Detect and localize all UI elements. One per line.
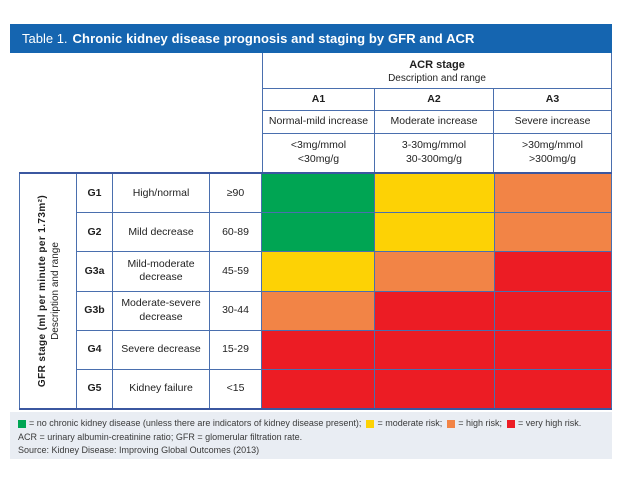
acr-code-a3: A3 xyxy=(545,92,560,105)
acr-code-a1: A1 xyxy=(263,89,375,110)
gfr-range: <15 xyxy=(210,369,262,409)
acr-code-row: A1 A2 A3 xyxy=(263,89,611,111)
acr-code-a2: A2 xyxy=(375,89,494,110)
acr-range-a1-mg: <30mg/g xyxy=(297,153,340,165)
risk-cell-g3b-a1 xyxy=(262,291,375,330)
risk-cell-g3b-a2 xyxy=(375,291,495,330)
legend-red-label: = very high risk. xyxy=(518,418,582,428)
acr-range-a3-mmol: >30mg/mmol xyxy=(522,139,583,152)
acr-desc-a1: Normal-mild increase xyxy=(263,111,375,133)
risk-cell-g2-a2 xyxy=(375,213,495,252)
acr-range-a1-mmol: <3mg/mmol xyxy=(290,139,347,152)
acr-header-block: ACR stage Description and range A1 A2 A3… xyxy=(262,53,612,172)
top-left-empty-cell xyxy=(10,53,262,172)
risk-cell-g1-a3 xyxy=(495,174,612,213)
acr-range-a3: >30mg/mmol >300mg/g xyxy=(494,134,611,172)
table-row-g3a: G3a Mild-moderate decrease 45-59 xyxy=(77,252,612,292)
abbreviations-note: ACR = urinary albumin-creatinine ratio; … xyxy=(18,431,303,442)
acr-desc-a3: Severe increase xyxy=(514,115,591,128)
acr-range-row: <3mg/mmol <30mg/g 3-30mg/mmol 30-300mg/g… xyxy=(263,134,611,172)
acr-range-a2: 3-30mg/mmol 30-300mg/g xyxy=(375,134,494,172)
table-title-bar: Table 1. Chronic kidney disease prognosi… xyxy=(10,24,612,53)
source-note: Source: Kidney Disease: Improving Global… xyxy=(18,445,260,455)
table-row-g5: G5 Kidney failure <15 xyxy=(77,369,612,409)
risk-cell-g2-a1 xyxy=(262,213,375,252)
gfr-code: G3a xyxy=(77,252,113,291)
gfr-range: ≥90 xyxy=(210,174,262,213)
gfr-description: High/normal xyxy=(113,174,210,213)
acr-stage-subtitle: Description and range xyxy=(388,72,486,84)
table-row-g3b: G3b Moderate-severe decrease 30-44 xyxy=(77,291,612,331)
gfr-range: 30-44 xyxy=(210,291,262,330)
gfr-axis-label: GFR stage (ml per minute per 1.73m²) Des… xyxy=(20,174,78,408)
risk-legend: = no chronic kidney disease (unless ther… xyxy=(18,417,604,431)
acr-header-section: ACR stage Description and range A1 A2 A3… xyxy=(10,53,612,172)
risk-grid: GFR stage (ml per minute per 1.73m²) Des… xyxy=(19,172,612,410)
legend-yellow-swatch-icon xyxy=(366,419,375,428)
table-row-g1: G1 High/normal ≥90 xyxy=(77,174,612,214)
risk-cell-g5-a1 xyxy=(262,369,375,409)
legend-green-label: = no chronic kidney disease (unless ther… xyxy=(29,418,362,428)
risk-cell-g2-a3 xyxy=(495,213,612,252)
gfr-stage-subtitle: Description and range xyxy=(50,242,61,340)
acr-range-a3-mg: >300mg/g xyxy=(529,153,576,165)
table-row-g2: G2 Mild decrease 60-89 xyxy=(77,213,612,253)
risk-cell-g3a-a2 xyxy=(375,252,495,291)
risk-cell-g1-a1 xyxy=(262,174,375,213)
risk-cell-g4-a2 xyxy=(375,330,495,369)
risk-cell-g3a-a3 xyxy=(495,252,612,291)
gfr-rows: G1 High/normal ≥90 G2 Mild decrease 60-8… xyxy=(77,174,612,409)
gfr-range: 60-89 xyxy=(210,213,262,252)
acr-range-a2-mg: 30-300mg/g xyxy=(405,153,463,165)
gfr-description: Mild decrease xyxy=(113,213,210,252)
gfr-description: Severe decrease xyxy=(113,330,210,369)
legend-orange-swatch-icon xyxy=(447,419,456,428)
gfr-code: G4 xyxy=(77,330,113,369)
table-figure: Table 1. Chronic kidney disease prognosi… xyxy=(10,24,612,459)
acr-group-header: ACR stage Description and range xyxy=(263,56,611,89)
gfr-stage-title: GFR stage (ml per minute per 1.73m²) xyxy=(36,194,48,388)
acr-desc-a2: Moderate increase xyxy=(375,111,494,133)
legend-yellow-label: = moderate risk; xyxy=(377,418,443,428)
risk-cell-g4-a1 xyxy=(262,330,375,369)
risk-cell-g5-a2 xyxy=(375,369,495,409)
gfr-axis-label-cell: GFR stage (ml per minute per 1.73m²) Des… xyxy=(19,174,77,408)
risk-cell-g3a-a1 xyxy=(262,252,375,291)
table-title: Chronic kidney disease prognosis and sta… xyxy=(72,31,475,46)
risk-cell-g1-a2 xyxy=(375,174,495,213)
gfr-description: Mild-moderate decrease xyxy=(113,252,210,291)
footer-notes: = no chronic kidney disease (unless ther… xyxy=(10,412,612,459)
legend-red-swatch-icon xyxy=(507,419,515,428)
acr-description-row: Normal-mild increase Moderate increase S… xyxy=(263,111,611,134)
table-row-g4: G4 Severe decrease 15-29 xyxy=(77,330,612,370)
risk-cell-g3b-a3 xyxy=(495,291,612,330)
gfr-code: G3b xyxy=(77,291,113,330)
gfr-range: 15-29 xyxy=(210,330,262,369)
gfr-code: G1 xyxy=(77,174,113,213)
gfr-code: G5 xyxy=(77,369,113,409)
acr-range-a2-mmol: 3-30mg/mmol xyxy=(401,139,467,152)
gfr-code: G2 xyxy=(77,213,113,252)
table-number-label: Table 1. xyxy=(22,31,68,46)
gfr-range: 45-59 xyxy=(210,252,262,291)
gfr-description: Kidney failure xyxy=(113,369,210,409)
acr-stage-title: ACR stage xyxy=(409,58,465,71)
risk-cell-g5-a3 xyxy=(495,369,612,409)
legend-green-swatch-icon xyxy=(18,419,26,428)
acr-range-a1: <3mg/mmol <30mg/g xyxy=(263,134,375,172)
risk-cell-g4-a3 xyxy=(495,330,612,369)
legend-orange-label: = high risk; xyxy=(458,418,502,428)
gfr-description: Moderate-severe decrease xyxy=(113,291,210,330)
